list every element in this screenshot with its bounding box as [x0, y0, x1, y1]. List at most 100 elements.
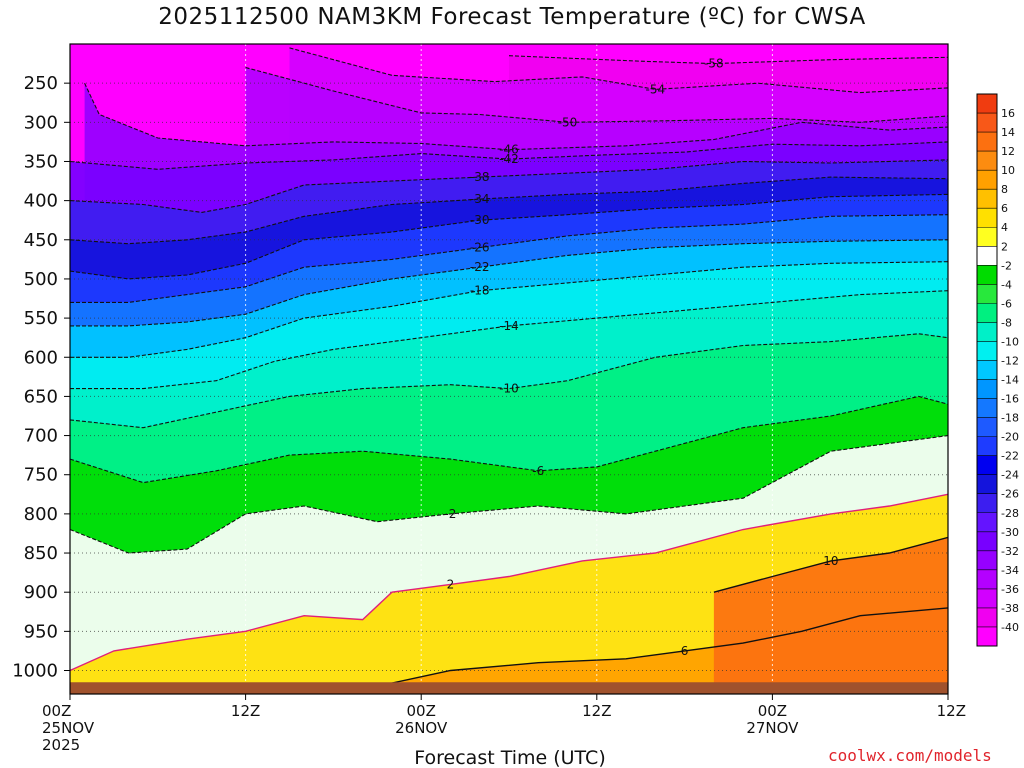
contour-label--2: -2 — [444, 507, 456, 521]
contour-label--50: -50 — [558, 115, 578, 129]
colorbar-label--38: -38 — [1001, 602, 1019, 615]
x-tick-label-60-1: 12Z — [937, 702, 966, 720]
colorbar-swatch-13 — [977, 341, 997, 361]
ground-band — [70, 682, 948, 694]
warm-contour-line-6 — [377, 607, 948, 687]
x-tick-label-12-1: 12Z — [231, 702, 260, 720]
colorbar-swatch-4 — [977, 170, 997, 190]
x-tick-label-0-1: 00Z — [42, 702, 71, 720]
colorbar-label--40: -40 — [1001, 621, 1019, 634]
colorbar-swatch-1 — [977, 113, 997, 133]
colorbar-swatch-18 — [977, 436, 997, 457]
contour-label--26: -26 — [470, 241, 490, 255]
colorbar-label--30: -30 — [1001, 526, 1019, 539]
colorbar-label-10: 10 — [1001, 164, 1015, 177]
colorbar-label--22: -22 — [1001, 450, 1019, 463]
y-tick-label-250: 250 — [24, 73, 58, 94]
colorbar-label--8: -8 — [1001, 316, 1012, 329]
y-tick-label-650: 650 — [24, 386, 58, 407]
colorbar-swatch-16 — [977, 398, 997, 419]
colorbar-label--16: -16 — [1001, 393, 1019, 406]
y-tick-label-750: 750 — [24, 465, 58, 486]
colorbar-swatch-22 — [977, 512, 997, 533]
warm-contour-line-10 — [713, 536, 948, 593]
x-tick-label-0-2: 25NOV — [42, 719, 95, 737]
x-tick-label-24-2: 26NOV — [395, 719, 448, 737]
y-tick-label-800: 800 — [24, 504, 58, 525]
y-tick-label-350: 350 — [24, 151, 58, 172]
contour-label--18: -18 — [470, 284, 490, 298]
colorbar-label--12: -12 — [1001, 354, 1019, 367]
colorbar-label--14: -14 — [1001, 374, 1019, 387]
colorbar-label-2: 2 — [1001, 240, 1008, 253]
y-tick-label-850: 850 — [24, 543, 58, 564]
contour-line--10 — [70, 333, 948, 429]
colorbar-label-12: 12 — [1001, 145, 1015, 158]
contour-line--42 — [70, 141, 948, 170]
colorbar-swatch-24 — [977, 550, 997, 571]
colorbar-label--18: -18 — [1001, 412, 1019, 425]
contour-label--34: -34 — [470, 192, 490, 206]
contour-line--30 — [70, 193, 948, 280]
contour-label--30: -30 — [470, 213, 490, 227]
colorbar-swatch-17 — [977, 417, 997, 438]
contour-label--54: -54 — [646, 82, 666, 96]
warm-contour-label-10: 10 — [823, 554, 838, 568]
colorbar-swatch-5 — [977, 189, 997, 209]
contour-line--14 — [70, 290, 948, 390]
y-tick-label-300: 300 — [24, 112, 58, 133]
colorbar-label-6: 6 — [1001, 202, 1008, 215]
colorbar-label--2: -2 — [1001, 259, 1012, 272]
colorbar-swatch-3 — [977, 151, 997, 171]
contour-line--58 — [508, 55, 948, 65]
x-tick-label-48-1: 00Z — [758, 702, 787, 720]
colorbar-swatch-12 — [977, 322, 997, 342]
y-tick-label-700: 700 — [24, 426, 58, 447]
colorbar: 16 14 12 10 8 6 4 2 -2 -4 -6 -8 -10 -12 -14 -16 -18 -20 -2… — [976, 93, 1019, 647]
warm-contour-label-2: 2 — [447, 577, 455, 591]
gridlines — [70, 44, 948, 694]
y-tick-label-400: 400 — [24, 191, 58, 212]
y-tick-label-450: 450 — [24, 230, 58, 251]
colorbar-swatch-10 — [977, 284, 997, 304]
colorbar-swatch-26 — [977, 588, 997, 609]
contour-lines: -58-54-50-46-42-38-34-30-26-22-18-14-10-… — [70, 47, 948, 687]
colorbar-swatch-21 — [977, 493, 997, 514]
colorbar-frame — [976, 93, 998, 647]
y-tick-label-600: 600 — [24, 347, 58, 368]
colorbar-swatch-11 — [977, 303, 997, 323]
x-tick-label-24-1: 00Z — [407, 702, 436, 720]
contour-line--54 — [289, 47, 948, 94]
contour-line--38 — [70, 159, 948, 213]
x-tick-label-36-1: 12Z — [582, 702, 611, 720]
y-tick-label-1000: 1000 — [12, 661, 58, 682]
contour-label--22: -22 — [470, 260, 490, 274]
colorbar-label--34: -34 — [1001, 564, 1019, 577]
colorbar-swatch-6 — [977, 208, 997, 228]
y-tick-label-500: 500 — [24, 269, 58, 290]
contour-label--46: -46 — [499, 143, 519, 157]
colorbar-label--4: -4 — [1001, 278, 1012, 291]
contour-line--2 — [70, 435, 948, 554]
x-tick-label-0-3: 2025 — [42, 736, 80, 754]
contour-label--14: -14 — [499, 319, 519, 333]
colorbar-swatch-20 — [977, 474, 997, 495]
y-axis-labels: 250 300 350 400 450 500 550 600 650 700 750 800 850 9… — [12, 73, 58, 681]
colorbar-swatch-25 — [977, 569, 997, 590]
plot-frame — [69, 43, 949, 695]
colorbar-swatch-27 — [977, 607, 997, 628]
colorbar-label--20: -20 — [1001, 431, 1019, 444]
credit-text: coolwx.com/models — [828, 746, 992, 765]
contour-label--58: -58 — [704, 57, 724, 71]
contour-label--6: -6 — [532, 464, 544, 478]
colorbar-label-16: 16 — [1001, 107, 1015, 120]
contour-line--18 — [70, 261, 948, 358]
contour-line--50 — [245, 66, 948, 123]
colorbar-label--10: -10 — [1001, 335, 1019, 348]
y-tick-label-900: 900 — [24, 582, 58, 603]
colorbar-label--6: -6 — [1001, 297, 1012, 310]
chart-title: 2025112500 NAM3KM Forecast Temperature (… — [158, 4, 866, 30]
x-axis-title: Forecast Time (UTC) — [414, 747, 605, 768]
y-tick-label-550: 550 — [24, 308, 58, 329]
